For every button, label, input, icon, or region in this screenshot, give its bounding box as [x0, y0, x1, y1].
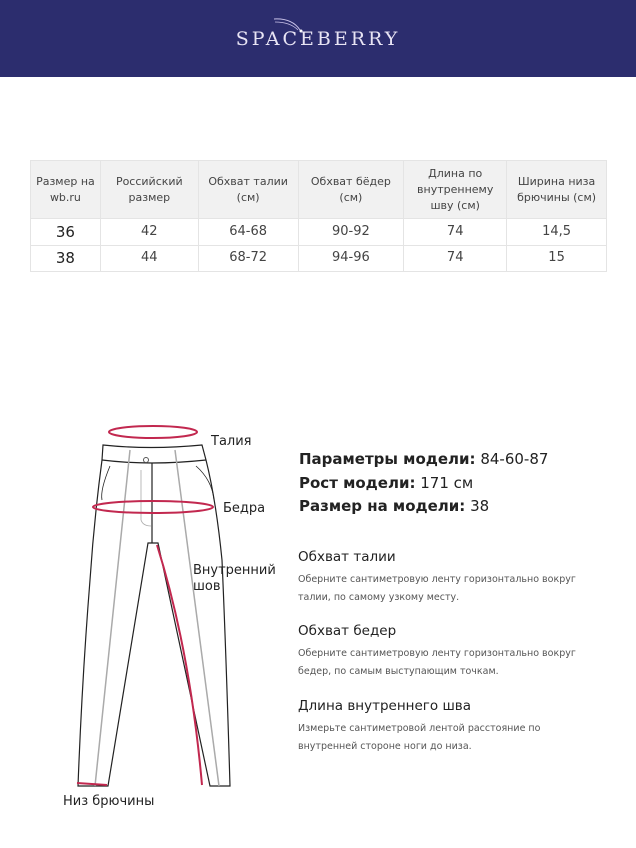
section-text: Оберните сантиметровую ленту горизонталь…	[298, 574, 576, 603]
table-cell: 44	[99, 244, 199, 272]
section-text: Оберните сантиметровую ленту горизонталь…	[298, 648, 576, 677]
section-inseam: Длина внутреннего шва Измерьте сантиметр…	[298, 698, 548, 756]
table-row: 38 44 68-72 94-96 74 15	[30, 244, 607, 272]
label-hips: Бедра	[223, 501, 265, 516]
label-inseam-2: шов	[193, 579, 221, 594]
shooting-star-icon	[273, 18, 303, 33]
section-title: Обхват бедер	[298, 623, 397, 639]
size-table: Размер на wb.ru Российский размер Обхват…	[30, 160, 607, 272]
table-cell: 90-92	[297, 218, 405, 246]
params-value: 84-60-87	[480, 450, 549, 468]
hem-measure	[76, 782, 108, 786]
side-seams	[94, 449, 220, 787]
section-waist: Обхват талии Оберните сантиметровую лент…	[298, 549, 608, 607]
waist-measure	[108, 425, 198, 439]
button-icon	[143, 457, 149, 463]
label-hem: Низ брючины	[63, 794, 154, 809]
hips-measure	[92, 500, 214, 514]
model-size: Размер на модели: 38	[299, 495, 548, 519]
height-label: Рост модели:	[299, 473, 416, 492]
table-cell: 42	[99, 218, 199, 246]
label-inseam: Внутренний	[193, 563, 276, 578]
column-header: Обхват талии (см)	[197, 160, 299, 219]
section-hips: Обхват бедер Оберните сантиметровую лент…	[298, 623, 608, 681]
brand-logo: SPACEBERRY	[235, 28, 401, 50]
column-header: Длина по внутреннему шву (см)	[403, 160, 508, 219]
measure-lines	[76, 425, 214, 786]
height-value: 171 см	[420, 473, 474, 492]
table-cell: 14,5	[506, 218, 607, 246]
table-header-row: Размер на wb.ru Российский размер Обхват…	[30, 160, 607, 219]
section-text: Измерьте сантиметровой лентой расстояние…	[298, 723, 541, 752]
table-cell: 64-68	[197, 218, 299, 246]
pants-outline	[77, 444, 231, 787]
table-cell: 74	[403, 218, 508, 246]
table-cell: 68-72	[197, 244, 299, 272]
table-cell: 15	[506, 244, 607, 272]
column-header: Размер на wb.ru	[30, 160, 101, 219]
section-title: Длина внутреннего шва	[298, 698, 472, 714]
table-cell: 38	[30, 244, 101, 272]
model-measurements: Параметры модели: 84-60-87	[299, 448, 548, 472]
section-title: Обхват талии	[298, 549, 396, 565]
size-value: 38	[470, 497, 490, 515]
column-header: Ширина низа брючины (см)	[506, 160, 607, 219]
table-cell: 94-96	[297, 244, 405, 272]
table-cell: 74	[403, 244, 508, 272]
brand-header: SPACEBERRY	[0, 0, 636, 77]
size-label: Размер на модели:	[299, 497, 466, 515]
model-params: Параметры модели: 84-60-87 Рост модели: …	[299, 448, 548, 519]
table-row: 36 42 64-68 90-92 74 14,5	[30, 218, 607, 246]
params-label: Параметры модели:	[299, 450, 476, 468]
column-header: Обхват бёдер (см)	[297, 160, 405, 219]
model-height: Рост модели: 171 см	[299, 472, 548, 496]
column-header: Российский размер	[99, 160, 199, 219]
label-waist: Талия	[210, 434, 252, 449]
inseam-measure	[156, 544, 203, 786]
